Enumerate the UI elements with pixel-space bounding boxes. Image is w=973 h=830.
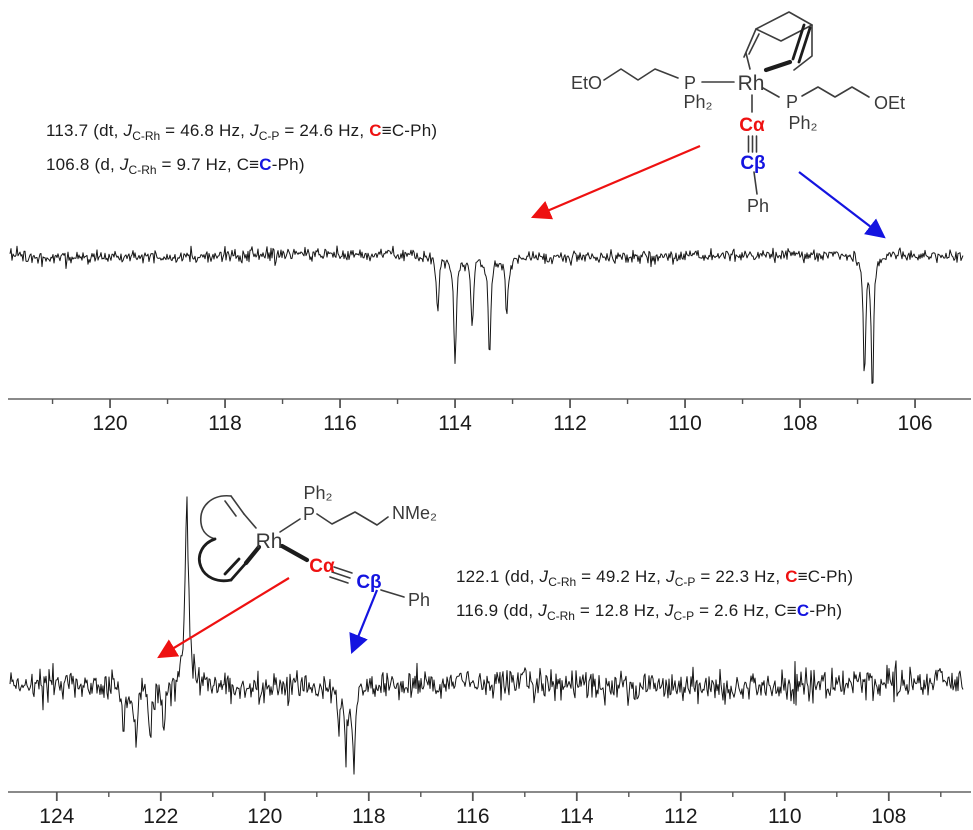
annotation-text: = 49.2 Hz, <box>576 567 667 586</box>
annotation-sub: C-Rh <box>132 129 161 143</box>
top-peak-annotation-2: 106.8 (d, JC-Rh = 9.7 Hz, C≡C-Ph) <box>46 155 305 177</box>
annotation-text: = 12.8 Hz, <box>574 601 665 620</box>
annotation-text: = 2.6 Hz, C≡ <box>694 601 797 620</box>
c-alpha-label: Cα <box>309 556 335 577</box>
annotation-red: C <box>785 567 798 586</box>
annotation-red: C <box>369 121 382 140</box>
annotation-sub: C-P <box>674 575 696 589</box>
annotation-text: 106.8 (d, <box>46 155 120 174</box>
red-assignment-arrow-top <box>530 144 701 220</box>
bottom-structure: Ph₂ P Rh NMe₂ Cα Cβ Ph <box>157 483 437 659</box>
top-peak-annotation-1: 113.7 (dt, JC-Rh = 46.8 Hz, JC-P = 24.6 … <box>46 121 437 143</box>
axis-tick-label: 108 <box>783 412 818 435</box>
ph2-left-label: Ph₂ <box>683 92 712 112</box>
annotation-i: J <box>119 155 129 174</box>
c-beta-label: Cβ <box>740 153 765 174</box>
bottom-spectrum: 124 122 120 118 116 114 112 110 108 <box>8 496 971 828</box>
cbeta-ph-bond <box>380 589 405 598</box>
triple-bond <box>329 566 353 584</box>
axis-tick-label: 124 <box>39 805 74 828</box>
annotation-i: J <box>539 567 549 586</box>
annotation-text: 113.7 (dt, <box>46 121 124 140</box>
triple-bond <box>747 135 758 153</box>
ph2-label: Ph₂ <box>303 483 332 503</box>
top-x-axis: 120 118 116 114 112 110 108 106 <box>8 398 971 435</box>
eto-label: EtO <box>571 73 602 93</box>
annotation-i: J <box>538 601 547 620</box>
p-right-label: P <box>786 92 798 112</box>
top-spectrum: 120 118 116 114 112 110 108 106 <box>8 245 971 435</box>
annotation-i: J <box>666 567 675 586</box>
blue-assignment-arrow-bottom <box>349 589 379 655</box>
annotation-text: ≡C-Ph) <box>797 567 854 586</box>
rh-label: Rh <box>256 530 283 553</box>
ph-label: Ph <box>747 196 769 216</box>
annotation-text: = 22.3 Hz, <box>695 567 786 586</box>
axis-tick-label: 116 <box>456 805 489 828</box>
annotation-sub: C-P <box>673 609 695 623</box>
ph-label: Ph <box>408 590 430 610</box>
left-alkyl-chain <box>603 68 679 81</box>
nme2-label: NMe₂ <box>392 503 437 523</box>
axis-tick-label: 112 <box>664 805 697 828</box>
axis-tick-label: 114 <box>438 412 472 435</box>
annotation-blue: C <box>259 155 272 174</box>
rh-label: Rh <box>738 72 765 95</box>
red-assignment-arrow-bottom <box>157 577 290 659</box>
bottom-spectrum-trace <box>9 496 964 775</box>
annotation-text: 122.1 (dd, <box>456 567 540 586</box>
c-beta-label: Cβ <box>356 572 381 593</box>
annotation-text: = 46.8 Hz, <box>160 121 251 140</box>
aminoalkyl-chain <box>316 511 389 526</box>
blue-assignment-arrow-top <box>798 171 886 239</box>
p-label: P <box>303 504 315 524</box>
top-spectrum-trace <box>9 245 964 384</box>
cbeta-ph-bond <box>753 171 758 195</box>
rh-p-bond <box>279 518 301 533</box>
annotation-i: J <box>664 601 674 620</box>
axis-tick-label: 110 <box>768 805 801 828</box>
top-structure: EtO P Ph₂ Rh P Ph₂ OEt Cα Cβ Ph <box>530 11 905 239</box>
bottom-peak-annotation-2: 116.9 (dd, JC-Rh = 12.8 Hz, JC-P = 2.6 H… <box>456 601 842 623</box>
axis-tick-label: 108 <box>871 805 906 828</box>
annotation-i: J <box>123 121 133 140</box>
axis-tick-label: 110 <box>668 412 701 435</box>
axis-tick-label: 114 <box>560 805 594 828</box>
annotation-sub: C-Rh <box>548 575 577 589</box>
annotation-text: 116.9 (dd, <box>456 601 539 620</box>
annotation-text: = 24.6 Hz, <box>279 121 370 140</box>
bottom-peak-annotation-1: 122.1 (dd, JC-Rh = 49.2 Hz, JC-P = 22.3 … <box>456 567 853 589</box>
rh-p-bond-right <box>762 87 780 98</box>
axis-tick-label: 112 <box>553 412 586 435</box>
norbornadiene-ligand <box>743 11 813 73</box>
axis-tick-label: 116 <box>323 412 356 435</box>
annotation-text: -Ph) <box>809 601 843 620</box>
annotation-i: J <box>250 121 259 140</box>
annotation-text: = 9.7 Hz, C≡ <box>156 155 260 174</box>
annotation-text: -Ph) <box>271 155 305 174</box>
annotation-text: ≡C-Ph) <box>381 121 438 140</box>
axis-tick-label: 120 <box>93 412 128 435</box>
ph2-right-label: Ph₂ <box>788 113 817 133</box>
axis-tick-label: 120 <box>247 805 282 828</box>
rh-calpha-wedge <box>279 543 310 563</box>
axis-tick-label: 122 <box>143 805 178 828</box>
axis-tick-label: 118 <box>352 805 385 828</box>
annotation-sub: C-P <box>258 129 280 143</box>
annotation-sub: C-Rh <box>128 163 157 177</box>
p-left-label: P <box>684 73 696 93</box>
axis-tick-label: 118 <box>208 412 241 435</box>
annotation-blue: C <box>796 601 810 620</box>
cod-ligand <box>197 495 262 583</box>
bottom-x-axis: 124 122 120 118 116 114 112 110 108 <box>8 791 971 828</box>
annotation-sub: C-Rh <box>546 609 575 623</box>
oet-label: OEt <box>874 93 905 113</box>
axis-tick-label: 106 <box>898 412 933 435</box>
c-alpha-label: Cα <box>739 115 765 136</box>
right-alkyl-chain <box>801 86 870 98</box>
